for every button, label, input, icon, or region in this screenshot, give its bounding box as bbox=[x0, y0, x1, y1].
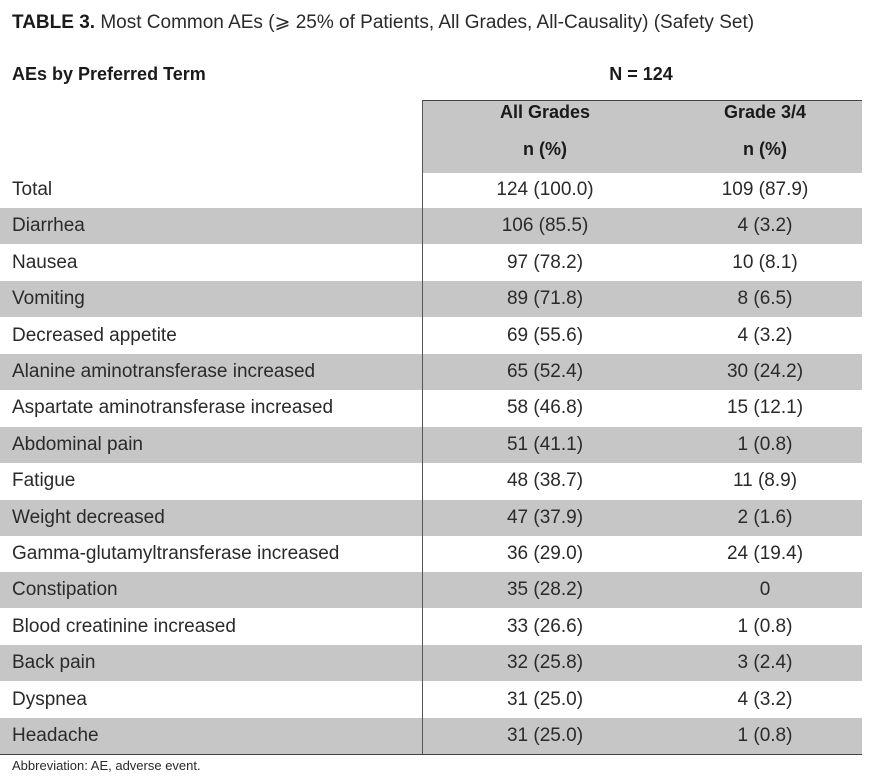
all-grades-cell: 31 (25.0) bbox=[506, 688, 584, 710]
preferred-term-cell: Decreased appetite bbox=[12, 324, 177, 346]
preferred-term-cell: Headache bbox=[12, 725, 99, 746]
table-bottom-rule bbox=[0, 754, 862, 755]
table-caption-label: TABLE 3. bbox=[12, 12, 96, 33]
table-row: Decreased appetite 69 (55.6) 4 (3.2) bbox=[0, 318, 862, 354]
column-header-grade-3-4: Grade 3/4 bbox=[723, 102, 807, 122]
table-row: Headache 31 (25.0) 1 (0.8) bbox=[0, 718, 862, 754]
grade-3-4-cell: 4 (3.2) bbox=[737, 215, 793, 237]
all-grades-cell: 33 (26.6) bbox=[506, 615, 584, 637]
all-grades-cell: 124 (100.0) bbox=[496, 179, 594, 200]
grade-3-4-cell: 1 (0.8) bbox=[737, 433, 793, 455]
all-grades-cell: 89 (71.8) bbox=[506, 288, 584, 310]
table-row: Aspartate aminotransferase increased 58 (… bbox=[0, 390, 862, 426]
grade-3-4-cell: 10 (8.1) bbox=[732, 251, 798, 273]
grade-3-4-cell: 109 (87.9) bbox=[721, 179, 809, 200]
table-caption: TABLE 3. Most Common AEs (⩾ 25% of Patie… bbox=[12, 11, 754, 34]
population-count-header: N = 124 bbox=[609, 64, 673, 84]
all-grades-cell: 51 (41.1) bbox=[506, 433, 584, 455]
grade-3-4-cell: 1 (0.8) bbox=[737, 615, 793, 637]
grade-3-4-cell: 3 (2.4) bbox=[737, 652, 793, 674]
table-row: Diarrhea 106 (85.5) 4 (3.2) bbox=[0, 208, 862, 245]
all-grades-cell: 65 (52.4) bbox=[506, 361, 584, 382]
table-row: Constipation 35 (28.2) 0 bbox=[0, 572, 862, 609]
table-row: Abdominal pain 51 (41.1) 1 (0.8) bbox=[0, 426, 862, 463]
preferred-term-cell: Back pain bbox=[12, 652, 96, 674]
table-row: Dyspnea 31 (25.0) 4 (3.2) bbox=[0, 682, 862, 718]
all-grades-cell: 32 (25.8) bbox=[506, 652, 584, 674]
preferred-term-cell: Fatigue bbox=[12, 470, 76, 492]
grade-3-4-cell: 30 (24.2) bbox=[726, 361, 804, 382]
grade-3-4-cell: 15 (12.1) bbox=[726, 397, 804, 419]
grade-3-4-cell: 4 (3.2) bbox=[737, 688, 793, 710]
grade-3-4-cell: 0 bbox=[759, 579, 771, 601]
column-header-grade-3-4-unit: n (%) bbox=[743, 139, 787, 159]
preferred-term-cell: Blood creatinine increased bbox=[12, 615, 236, 637]
all-grades-cell: 47 (37.9) bbox=[506, 506, 584, 528]
table-row: Blood creatinine increased 33 (26.6) 1 (0.… bbox=[0, 609, 862, 645]
all-grades-cell: 31 (25.0) bbox=[506, 725, 584, 746]
preferred-term-cell: Aspartate aminotransferase increased bbox=[12, 397, 334, 419]
preferred-term-cell: Dyspnea bbox=[12, 688, 87, 710]
grade-3-4-cell: 4 (3.2) bbox=[737, 324, 793, 346]
table-footnote: Abbreviation: AE, adverse event. bbox=[12, 758, 201, 773]
column-header-preferred-term: AEs by Preferred Term bbox=[12, 64, 206, 84]
table-row: Weight decreased 47 (37.9) 2 (1.6) bbox=[0, 499, 862, 536]
column-header-all-grades-unit: n (%) bbox=[523, 139, 567, 159]
table-row: Alanine aminotransferase increased 65 (52… bbox=[0, 354, 862, 390]
all-grades-cell: 97 (78.2) bbox=[506, 251, 584, 273]
grade-header-band bbox=[422, 100, 862, 173]
grade-3-4-cell: 2 (1.6) bbox=[737, 506, 793, 528]
column-divider bbox=[422, 100, 423, 754]
table-row: Vomiting 89 (71.8) 8 (6.5) bbox=[0, 281, 862, 318]
all-grades-cell: 36 (29.0) bbox=[506, 543, 584, 564]
preferred-term-cell: Alanine aminotransferase increased bbox=[12, 361, 316, 382]
all-grades-cell: 106 (85.5) bbox=[501, 215, 589, 237]
grade-3-4-cell: 24 (19.4) bbox=[726, 543, 804, 564]
preferred-term-cell: Total bbox=[12, 179, 53, 200]
table-row: Nausea 97 (78.2) 10 (8.1) bbox=[0, 245, 862, 281]
preferred-term-cell: Diarrhea bbox=[12, 215, 85, 237]
all-grades-cell: 48 (38.7) bbox=[506, 470, 584, 492]
table-row: Back pain 32 (25.8) 3 (2.4) bbox=[0, 645, 862, 682]
table-caption-text: Most Common AEs (⩾ 25% of Patients, All … bbox=[95, 12, 755, 33]
preferred-term-cell: Gamma-glutamyltransferase increased bbox=[12, 543, 340, 564]
preferred-term-cell: Constipation bbox=[12, 579, 118, 601]
all-grades-cell: 35 (28.2) bbox=[506, 579, 584, 601]
preferred-term-cell: Nausea bbox=[12, 251, 78, 273]
grade-3-4-cell: 1 (0.8) bbox=[737, 725, 793, 746]
preferred-term-cell: Abdominal pain bbox=[12, 433, 143, 455]
table-row: Gamma-glutamyltransferase increased 36 (2… bbox=[0, 536, 862, 572]
grade-3-4-cell: 8 (6.5) bbox=[737, 288, 793, 310]
column-header-all-grades: All Grades bbox=[499, 102, 591, 122]
preferred-term-cell: Weight decreased bbox=[12, 506, 165, 528]
all-grades-cell: 69 (55.6) bbox=[506, 324, 584, 346]
table-row: Fatigue 48 (38.7) 11 (8.9) bbox=[0, 463, 862, 499]
all-grades-cell: 58 (46.8) bbox=[506, 397, 584, 419]
preferred-term-cell: Vomiting bbox=[12, 288, 85, 310]
grade-3-4-cell: 11 (8.9) bbox=[732, 470, 798, 492]
table-row: Total 124 (100.0) 109 (87.9) bbox=[0, 172, 862, 208]
